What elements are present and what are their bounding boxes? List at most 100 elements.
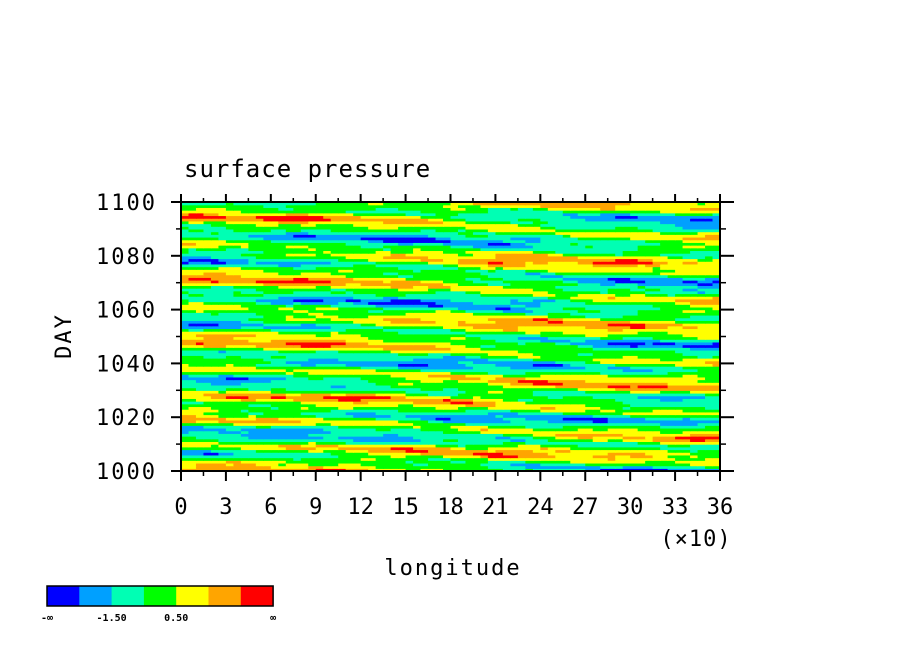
heatmap-cell [510,462,519,467]
heatmap-cell [278,376,287,381]
heatmap-cell [517,360,526,364]
heatmap-cell [667,376,676,381]
heatmap-cell [525,403,534,408]
heatmap-cell [181,462,190,467]
heatmap-cell [255,296,264,300]
heatmap-cell [555,452,564,456]
heatmap-cell [502,446,511,451]
heatmap-cell [690,401,699,405]
heatmap-cell [465,328,474,332]
heatmap-cell [255,288,264,292]
heatmap-cell [615,452,624,456]
heatmap-cell [263,325,272,330]
heatmap-cell [338,403,347,408]
heatmap-cell [637,296,646,300]
heatmap-cell [562,419,571,424]
heatmap-cell [502,382,511,386]
heatmap-cell [465,449,474,453]
heatmap-cell [315,387,324,391]
heatmap-cell [413,320,422,324]
heatmap-cell [555,436,564,440]
heatmap-cell [585,374,594,378]
heatmap-cell [487,452,497,456]
heatmap-cell [210,468,220,471]
heatmap-cell [465,344,474,348]
heatmap-cell [428,314,437,319]
heatmap-cell [690,347,699,351]
heatmap-cell [667,395,676,399]
heatmap-cell [368,436,377,440]
heatmap-cell [263,328,272,332]
heatmap-cell [705,403,714,408]
heatmap-cell [450,454,459,459]
heatmap-cell [255,290,264,295]
heatmap-cell [570,411,579,416]
heatmap-cell [577,427,586,432]
heatmap-cell [188,339,197,343]
heatmap-cell [525,438,534,443]
heatmap-cell [555,398,564,402]
heatmap-cell [577,403,586,408]
heatmap-cell [293,433,302,437]
heatmap-cell [203,414,212,418]
heatmap-cell [660,363,669,367]
heatmap-cell [682,317,691,321]
heatmap-cell [308,392,317,397]
heatmap-cell [203,298,212,303]
heatmap-cell [308,452,317,456]
heatmap-cell [218,449,227,453]
heatmap-cell [428,425,437,429]
heatmap-cell [345,430,354,434]
heatmap-cell [592,390,601,394]
heatmap-cell [705,422,714,426]
heatmap-cell [622,401,631,405]
heatmap-cell [690,312,699,316]
heatmap-cell [308,352,317,356]
heatmap-cell [502,422,511,426]
heatmap-cell [667,460,676,464]
heatmap-cell [360,382,369,386]
heatmap-cell [450,366,459,370]
heatmap-cell [712,306,720,311]
heatmap-cell [457,438,467,443]
heatmap-cell [270,438,279,443]
heatmap-cell [420,419,429,424]
heatmap-cell [705,409,714,413]
heatmap-cell [495,425,504,429]
heatmap-cell [555,298,564,303]
heatmap-cell [495,309,504,313]
heatmap-cell [592,427,601,432]
heatmap-cell [555,422,564,426]
heatmap-cell [660,444,669,448]
heatmap-cell [675,290,684,295]
heatmap-cell [660,403,669,408]
heatmap-cell [330,344,339,348]
heatmap-cell [255,341,264,346]
heatmap-cell [330,349,339,354]
heatmap-cell [330,444,339,448]
heatmap-cell [390,355,399,359]
heatmap-cell [652,358,661,362]
heatmap-cell [690,314,699,319]
heatmap-cell [607,301,616,305]
heatmap-cell [203,312,212,316]
heatmap-cell [697,454,706,459]
heatmap-cell [495,306,504,311]
heatmap-cell [390,301,399,305]
heatmap-cell [263,355,272,359]
heatmap-cell [398,409,407,413]
heatmap-cell [345,422,354,426]
heatmap-cell [652,298,661,303]
heatmap-cell [622,317,631,321]
heatmap-cell [240,449,249,453]
heatmap-cell [600,460,609,464]
heatmap-cell [675,465,684,469]
heatmap-cell [487,347,497,351]
heatmap-cell [457,317,467,321]
heatmap-cell [195,309,205,313]
heatmap-cell [413,401,422,405]
heatmap-cell [517,298,526,303]
heatmap-cell [360,387,369,391]
heatmap-cell [690,290,699,295]
heatmap-cell [368,336,377,340]
